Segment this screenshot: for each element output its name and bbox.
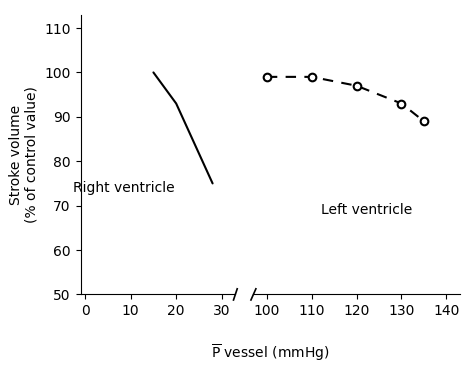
Text: Left ventricle: Left ventricle bbox=[321, 204, 412, 217]
Text: $\mathregular{\overline{P}}$ vessel (mmHg): $\mathregular{\overline{P}}$ vessel (mmH… bbox=[211, 343, 329, 364]
Y-axis label: Stroke volume
(% of control value): Stroke volume (% of control value) bbox=[9, 86, 39, 223]
Text: Right ventricle: Right ventricle bbox=[73, 181, 175, 195]
